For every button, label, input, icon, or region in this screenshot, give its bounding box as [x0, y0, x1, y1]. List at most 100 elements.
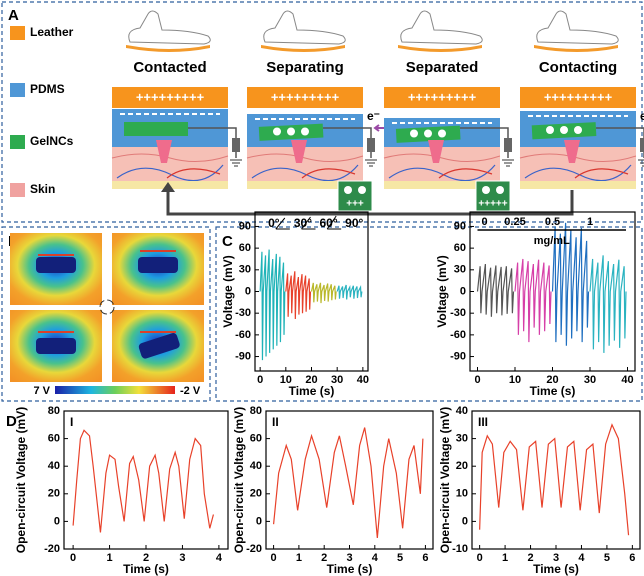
- ion: [273, 127, 282, 136]
- y-tick-label: -20: [246, 543, 262, 555]
- legend-label: Skin: [30, 182, 55, 196]
- gel-layer: [124, 122, 188, 136]
- resistor: [640, 138, 644, 152]
- legend-swatch: [10, 83, 25, 97]
- y-axis-label: Open-circuit Voltage (mV): [438, 407, 452, 553]
- data-line: [286, 271, 311, 319]
- x-tick-label: 0: [257, 374, 263, 386]
- y-tick-label: 60: [239, 242, 251, 254]
- y-axis-label: Open-circuit Voltage (mV): [232, 407, 246, 553]
- x-tick-label: 30: [584, 374, 596, 386]
- charge-label: +++++++++: [408, 89, 477, 104]
- resistor: [232, 138, 240, 152]
- y-tick-label: 90: [454, 220, 466, 232]
- y-tick-label: 0: [462, 515, 468, 527]
- y-tick-label: 60: [48, 433, 60, 445]
- x-axis-label: Time (s): [123, 562, 169, 576]
- legend-label: Leather: [30, 25, 74, 39]
- legend-label: GelNCs: [30, 134, 74, 148]
- ion: [301, 127, 310, 136]
- stage-label: Contacting: [539, 59, 617, 76]
- x-tick-label: 1: [502, 552, 508, 564]
- y-tick-label: 20: [456, 460, 468, 472]
- y-axis-label: Open-circuit Voltage (mV): [14, 407, 28, 553]
- ion: [287, 127, 296, 136]
- ion: [560, 126, 569, 135]
- data-line: [73, 430, 213, 532]
- fat-layer: [520, 181, 636, 189]
- resistor: [504, 138, 512, 152]
- ion: [410, 129, 419, 138]
- insole: [398, 45, 482, 52]
- gel-block: [36, 338, 76, 354]
- y-tick-label: 30: [456, 433, 468, 445]
- ion: [482, 186, 490, 194]
- x-tick-label: 0: [474, 374, 480, 386]
- stage-label: Separating: [266, 59, 344, 76]
- insole: [261, 45, 345, 52]
- resistor: [367, 138, 375, 152]
- y-tick-label: -60: [235, 329, 251, 341]
- electron-label: e⁻: [367, 109, 380, 123]
- data-line: [590, 255, 626, 353]
- x-tick-label: 5: [604, 552, 610, 564]
- ion-charge: +++: [346, 199, 364, 210]
- x-tick-label: 3: [179, 552, 185, 564]
- y-tick-label: -30: [235, 307, 251, 319]
- plot-label: III: [478, 415, 488, 429]
- plot-frame: [266, 411, 433, 549]
- y-tick-label: 20: [250, 488, 262, 500]
- y-tick-label: 90: [239, 220, 251, 232]
- y-tick-label: 20: [48, 488, 60, 500]
- y-tick-label: 40: [48, 460, 60, 472]
- x-tick-label: 6: [629, 552, 635, 564]
- ion: [546, 126, 555, 135]
- gel-block: [36, 257, 76, 273]
- foot-icon: [264, 11, 346, 44]
- x-tick-label: 4: [372, 552, 379, 564]
- y-tick-label: 0: [245, 285, 251, 297]
- electron-arrow: [375, 125, 385, 131]
- legend-swatch: [10, 135, 25, 149]
- legend-swatch: [10, 26, 25, 40]
- foot-icon: [129, 11, 211, 44]
- panel-label: A: [8, 7, 19, 24]
- series-label: 0.25: [504, 216, 525, 228]
- ion: [496, 186, 504, 194]
- y-tick-label: -10: [452, 543, 468, 555]
- data-line: [478, 264, 514, 317]
- ion: [358, 186, 366, 194]
- figure: A B C D LeatherPDMSGelNCsSkinContacted++…: [0, 0, 644, 576]
- charge-label: +++++++++: [136, 89, 205, 104]
- legend-swatch: [10, 183, 25, 197]
- stage-label: Separated: [406, 59, 479, 76]
- ion: [424, 129, 433, 138]
- legend-label: PDMS: [30, 82, 65, 96]
- electron-label: e⁻: [640, 109, 644, 123]
- ion: [344, 186, 352, 194]
- x-tick-label: 6: [422, 552, 428, 564]
- y-tick-label: 80: [250, 405, 262, 417]
- colorbar-label: 7 V: [33, 385, 50, 397]
- y-tick-label: 40: [250, 460, 262, 472]
- ion: [574, 126, 583, 135]
- x-tick-label: 4: [578, 552, 585, 564]
- y-tick-label: 10: [456, 488, 468, 500]
- x-axis-label: Time (s): [533, 562, 579, 576]
- y-tick-label: -30: [450, 307, 466, 319]
- y-tick-label: 0: [256, 515, 262, 527]
- y-tick-label: 60: [454, 242, 466, 254]
- x-tick-label: 10: [509, 374, 521, 386]
- series-label: 0°: [268, 216, 280, 230]
- y-tick-label: 0: [54, 515, 60, 527]
- y-tick-label: -90: [235, 350, 251, 362]
- data-line: [274, 428, 423, 538]
- ion-charge: +++++: [478, 199, 507, 210]
- data-line: [515, 259, 551, 342]
- insole: [126, 45, 210, 52]
- y-tick-label: -90: [450, 350, 466, 362]
- x-tick-label: 1: [106, 552, 112, 564]
- x-tick-label: 0: [271, 552, 277, 564]
- data-line: [480, 425, 629, 535]
- plot-label: I: [70, 415, 73, 429]
